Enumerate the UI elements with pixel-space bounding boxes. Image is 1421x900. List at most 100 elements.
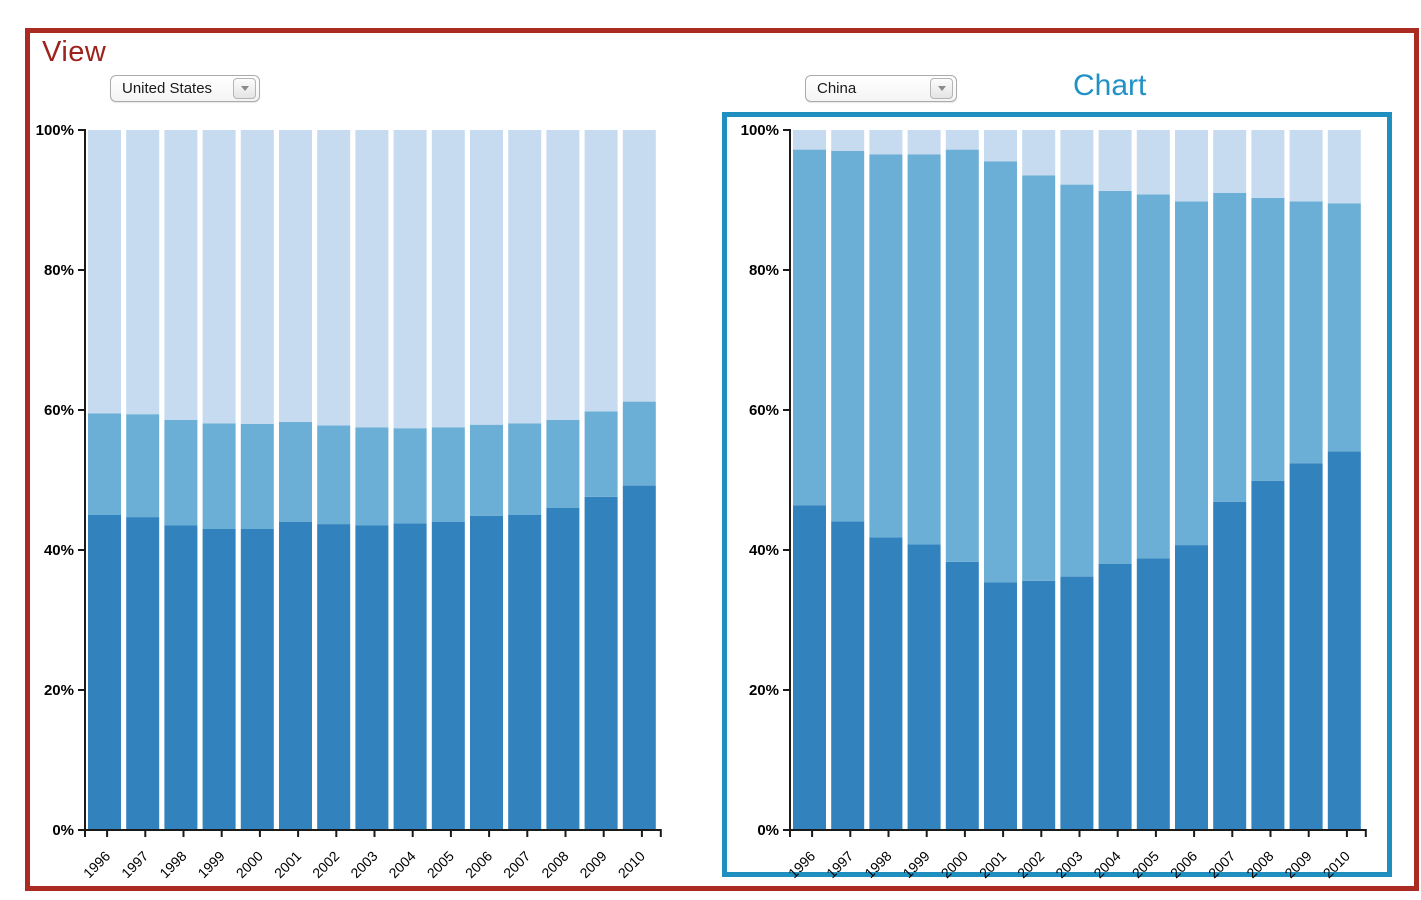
x-tick-label: 1997 xyxy=(823,848,856,881)
bar-segment-light-blue-top xyxy=(1136,130,1170,195)
bar-segment-dark-blue-bottom xyxy=(470,515,503,830)
bar-segment-light-blue-top xyxy=(1327,130,1361,204)
x-tick-label: 2007 xyxy=(500,848,533,881)
bar-segment-light-blue-top xyxy=(508,130,542,424)
bar-segment-medium-blue-middle xyxy=(1251,197,1285,481)
bar-segment-dark-blue-bottom xyxy=(945,561,979,830)
x-tick-label: 2009 xyxy=(576,848,609,881)
y-axis-line xyxy=(78,129,86,831)
bar-segment-medium-blue-middle xyxy=(984,161,1017,583)
country-select-left[interactable]: United States xyxy=(110,75,260,102)
bar-segment-medium-blue-middle xyxy=(126,414,160,518)
bar-segment-medium-blue-middle xyxy=(869,154,903,538)
bar-segment-dark-blue-bottom xyxy=(202,529,236,830)
bar-segment-medium-blue-middle xyxy=(584,411,618,497)
bar-segment-dark-blue-bottom xyxy=(508,515,542,830)
x-tick-label: 1998 xyxy=(861,848,894,881)
x-tick-label: 2000 xyxy=(233,848,266,881)
bar-segment-dark-blue-bottom xyxy=(907,544,941,830)
dropdown-arrow-button[interactable] xyxy=(930,78,953,99)
x-axis-line xyxy=(789,829,1367,837)
bar-segment-dark-blue-bottom xyxy=(1251,480,1285,830)
bar-segment-light-blue-top xyxy=(1289,130,1323,202)
bar-segment-light-blue-top xyxy=(1060,130,1094,185)
x-tick-label: 2008 xyxy=(538,848,571,881)
dropdown-arrow-button[interactable] xyxy=(233,78,256,99)
x-tick-label: 2002 xyxy=(1014,848,1047,881)
bar-segment-medium-blue-middle xyxy=(831,151,865,522)
chart-panel-title: Chart xyxy=(1073,69,1147,102)
x-tick-label: 2001 xyxy=(271,848,304,881)
bar-segment-medium-blue-middle xyxy=(907,154,941,545)
bar-segment-light-blue-top xyxy=(907,130,941,155)
bar-segment-light-blue-top xyxy=(240,130,274,424)
x-tick-label: 2003 xyxy=(347,848,380,881)
bar-segment-medium-blue-middle xyxy=(622,401,656,486)
bar-segment-light-blue-top xyxy=(1098,130,1132,191)
x-tick-label: 2006 xyxy=(462,848,495,881)
x-axis-line xyxy=(84,829,662,837)
x-tick-label: 1999 xyxy=(194,848,227,881)
bar-segment-dark-blue-bottom xyxy=(1213,501,1247,830)
bar-segment-light-blue-top xyxy=(164,130,198,420)
bar-segment-medium-blue-middle xyxy=(240,424,274,529)
bar-segment-dark-blue-bottom xyxy=(240,529,274,830)
bar-segment-medium-blue-middle xyxy=(164,419,198,526)
bar-segment-dark-blue-bottom xyxy=(831,521,865,830)
bar-segment-dark-blue-bottom xyxy=(1136,558,1170,830)
bar-segment-dark-blue-bottom xyxy=(355,525,389,830)
bar-segment-medium-blue-middle xyxy=(1213,193,1247,502)
bar-segment-medium-blue-middle xyxy=(793,149,826,506)
y-tick-label: 60% xyxy=(749,402,779,419)
bar-segment-light-blue-top xyxy=(831,130,865,151)
x-tick-label: 2007 xyxy=(1205,848,1238,881)
chevron-down-icon xyxy=(240,86,249,91)
bar-segment-dark-blue-bottom xyxy=(1289,463,1323,830)
bar-segment-light-blue-top xyxy=(622,130,656,402)
bar-segment-light-blue-top xyxy=(584,130,618,412)
bar-segment-dark-blue-bottom xyxy=(88,515,121,830)
bar-segment-light-blue-top xyxy=(355,130,389,428)
bar-segment-dark-blue-bottom xyxy=(584,496,618,830)
bar-segment-light-blue-top xyxy=(279,130,312,422)
bar-segment-medium-blue-middle xyxy=(88,413,121,515)
y-tick-label: 0% xyxy=(757,822,779,839)
y-tick-label: 40% xyxy=(749,542,779,559)
bar-segment-medium-blue-middle xyxy=(508,423,542,515)
bar-segment-light-blue-top xyxy=(546,130,580,420)
view-panel-title: View xyxy=(42,36,107,68)
y-tick-label: 80% xyxy=(44,262,74,279)
bar-segment-dark-blue-bottom xyxy=(546,508,580,830)
bar-segment-light-blue-top xyxy=(317,130,351,426)
us-stacked-bar-chart: 0%20%40%60%80%100%1996 1997 1998 1999 2000 20… xyxy=(36,122,662,881)
bar-segment-light-blue-top xyxy=(470,130,503,425)
x-tick-label: 2010 xyxy=(1320,848,1353,881)
x-tick-label: 2001 xyxy=(976,848,1009,881)
bar-segment-dark-blue-bottom xyxy=(164,525,198,830)
y-tick-label: 100% xyxy=(36,122,74,139)
x-tick-label: 2000 xyxy=(938,848,971,881)
bar-segment-light-blue-top xyxy=(793,130,826,150)
bar-segment-medium-blue-middle xyxy=(202,423,236,529)
bar-segment-medium-blue-middle xyxy=(431,427,465,522)
bar-segment-dark-blue-bottom xyxy=(1175,545,1208,830)
bar-segment-medium-blue-middle xyxy=(1289,201,1323,464)
country-select-right-value: China xyxy=(817,80,857,97)
country-select-left-value: United States xyxy=(122,80,213,97)
bar-segment-light-blue-top xyxy=(1251,130,1285,198)
x-tick-label: 2003 xyxy=(1052,848,1085,881)
y-tick-label: 20% xyxy=(44,682,74,699)
bar-segment-medium-blue-middle xyxy=(279,421,312,522)
x-tick-label: 2008 xyxy=(1243,848,1276,881)
country-select-right[interactable]: China xyxy=(805,75,957,102)
x-tick-label: 1996 xyxy=(80,848,113,881)
bar-segment-medium-blue-middle xyxy=(1022,175,1056,581)
bar-segment-dark-blue-bottom xyxy=(622,485,656,830)
bar-segment-light-blue-top xyxy=(88,130,121,414)
china-stacked-bar-chart: 0%20%40%60%80%100%1996 1997 1998 1999 2000 20… xyxy=(741,122,1367,881)
bar-segment-dark-blue-bottom xyxy=(869,537,903,830)
x-tick-label: 1999 xyxy=(899,848,932,881)
x-tick-label: 2004 xyxy=(1090,848,1123,881)
bar-segment-dark-blue-bottom xyxy=(1022,580,1056,830)
